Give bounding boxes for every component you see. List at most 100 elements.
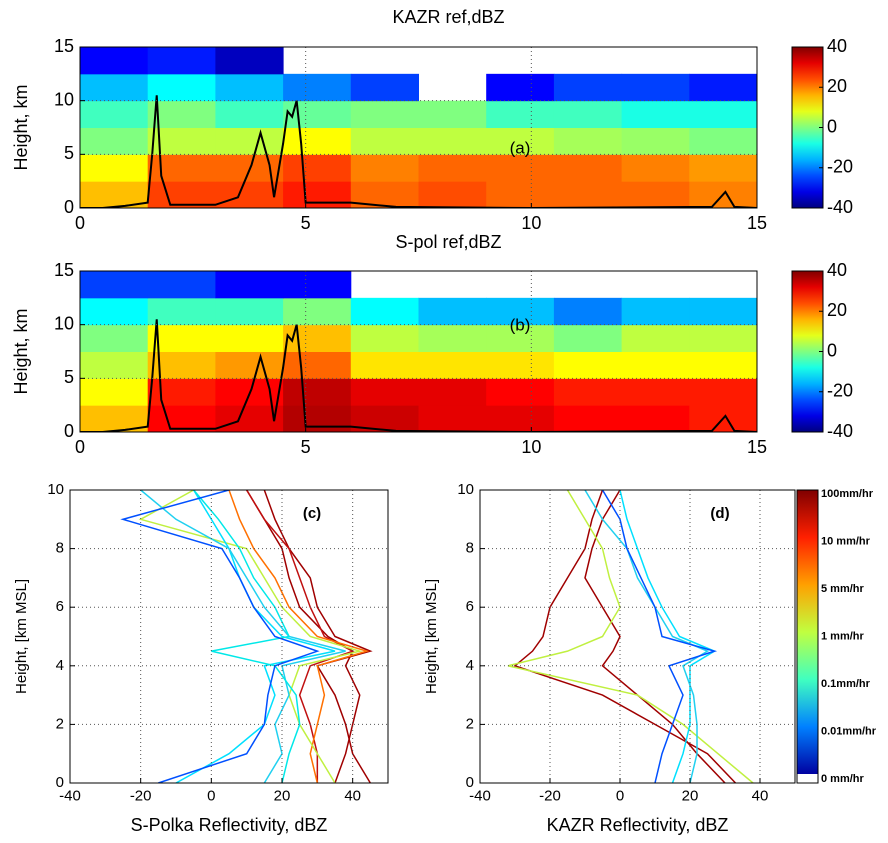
y-tick-label: 6 <box>56 598 64 615</box>
x-tick-label: -40 <box>59 787 81 804</box>
heat-cell <box>553 297 623 326</box>
colorbar-label: 0.01mm/hr <box>821 725 877 737</box>
x-tick-label: 10 <box>521 437 541 457</box>
y-tick-label: 0 <box>64 197 74 217</box>
x-tick-label: 5 <box>301 437 311 457</box>
panel-title: S-pol ref,dBZ <box>395 232 501 252</box>
heat-cell <box>147 154 216 182</box>
y-tick-label: 8 <box>56 540 64 557</box>
heat-cell <box>215 271 284 299</box>
heat-cell <box>350 73 419 102</box>
heat-cell <box>621 324 690 352</box>
heat-cell <box>553 127 623 155</box>
colorbar-label: 0.1mm/hr <box>821 678 871 690</box>
heat-cell <box>215 127 284 155</box>
plot-area <box>80 271 757 432</box>
heat-cell <box>80 351 149 379</box>
colorbar-label: -20 <box>827 381 853 401</box>
heat-cell <box>486 405 555 432</box>
heat-cell <box>80 324 149 352</box>
panel-annotation: (a) <box>510 138 531 157</box>
heat-cell <box>418 297 487 326</box>
heat-cell <box>147 47 216 75</box>
profile-line <box>175 490 336 783</box>
heat-cell <box>553 324 623 352</box>
heat-cell <box>418 181 487 208</box>
heat-cell <box>486 351 555 379</box>
heat-cell <box>147 405 216 432</box>
colorbar <box>791 46 824 209</box>
y-axis-label: Height, km <box>11 84 31 170</box>
heat-cell <box>283 378 352 406</box>
heat-cell <box>350 297 419 326</box>
heat-cell <box>215 73 284 102</box>
heat-cell <box>486 154 555 182</box>
profile-line <box>120 490 320 783</box>
y-tick-label: 10 <box>54 313 74 333</box>
colorbar-label: 1 mm/hr <box>821 630 865 642</box>
y-tick-label: 5 <box>64 143 74 163</box>
heat-cell <box>689 100 757 128</box>
heat-cell <box>621 154 690 182</box>
heat-cell <box>80 271 149 299</box>
heat-cell <box>80 154 149 182</box>
panel-title: KAZR ref,dBZ <box>392 7 504 27</box>
heat-cell <box>215 47 284 75</box>
x-tick-label: 0 <box>75 213 85 233</box>
heat-cell <box>283 127 352 155</box>
x-axis-label: S-Polka Reflectivity, dBZ <box>131 815 328 835</box>
heat-cell <box>147 378 216 406</box>
profile-line <box>138 490 363 783</box>
profile-line <box>584 490 710 783</box>
y-tick-label: 4 <box>466 657 474 674</box>
colorbar-label: 100mm/hr <box>821 488 874 500</box>
heat-cell <box>418 405 487 432</box>
x-tick-label: -40 <box>469 787 491 804</box>
colorbar-label: 40 <box>827 36 847 56</box>
heat-cell <box>283 405 352 432</box>
heat-cell <box>350 351 419 379</box>
profile-line <box>584 490 726 783</box>
heat-cell <box>418 127 487 155</box>
heat-cell <box>689 297 757 326</box>
y-axis-label: Height, [km MSL] <box>423 579 440 694</box>
heat-cell <box>553 405 623 432</box>
profile-line <box>263 490 373 783</box>
x-tick-label: 15 <box>747 437 767 457</box>
heat-cell <box>418 351 487 379</box>
heat-cell <box>553 181 623 208</box>
heat-cell <box>283 351 352 379</box>
heat-cell <box>215 100 284 128</box>
colorbar-label: 0 mm/hr <box>821 773 865 785</box>
heat-cell <box>486 378 555 406</box>
colorbar <box>791 270 824 433</box>
heat-cell <box>418 324 487 352</box>
heat-cell <box>621 100 690 128</box>
colorbar-label: -40 <box>827 421 853 441</box>
profile-line <box>619 490 717 783</box>
plot-frame <box>479 489 796 784</box>
colorbar-label: 20 <box>827 300 847 320</box>
x-tick-label: 20 <box>274 787 291 804</box>
profile-line <box>193 490 301 783</box>
y-tick-label: 10 <box>47 481 64 498</box>
y-tick-label: 15 <box>54 36 74 56</box>
heat-cell <box>80 73 149 102</box>
heat-cell <box>283 297 352 326</box>
y-tick-label: 0 <box>64 421 74 441</box>
heat-cell <box>215 351 284 379</box>
heat-cell <box>283 154 352 182</box>
profile-line <box>507 490 754 783</box>
profile-line <box>246 490 361 783</box>
heat-cell <box>147 271 216 299</box>
heat-cell <box>486 100 555 128</box>
colorbar-label: -20 <box>827 157 853 177</box>
y-tick-label: 15 <box>54 260 74 280</box>
heat-cell <box>689 154 757 182</box>
colorbar-label: -40 <box>827 197 853 217</box>
y-tick-label: 0 <box>466 774 474 791</box>
x-tick-label: 0 <box>75 437 85 457</box>
heat-cell <box>689 324 757 352</box>
heat-cell <box>147 297 216 326</box>
heat-cell <box>689 378 757 406</box>
